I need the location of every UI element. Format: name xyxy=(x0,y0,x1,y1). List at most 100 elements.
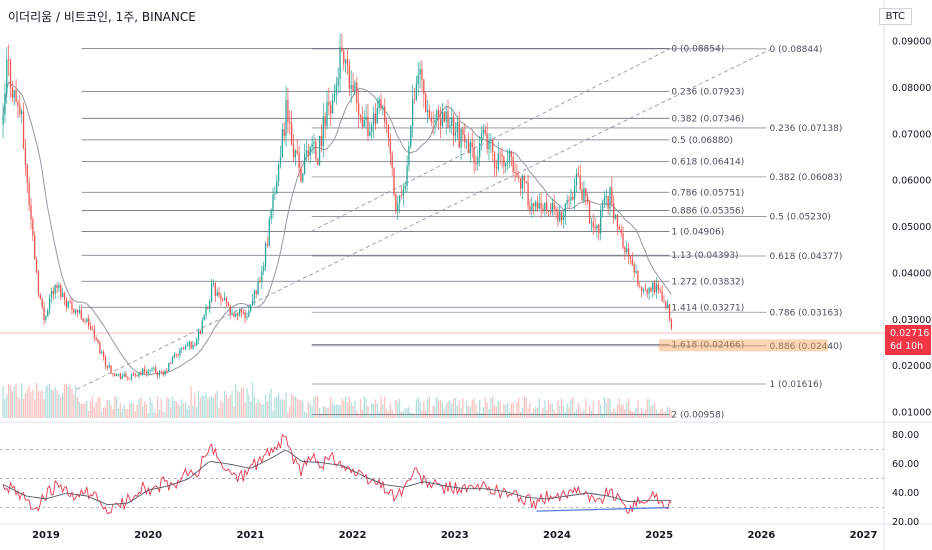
candle-body xyxy=(344,59,347,63)
volume-bar xyxy=(495,406,498,418)
candle-body xyxy=(339,47,341,79)
candle-body xyxy=(164,370,166,375)
volume-bar xyxy=(572,397,574,418)
candle-body xyxy=(393,168,395,195)
volume-bar xyxy=(579,406,581,418)
volume-bar xyxy=(640,408,643,418)
volume-bar xyxy=(134,411,136,418)
volume-bar xyxy=(300,399,302,418)
candle-body xyxy=(533,203,535,207)
candle-body xyxy=(22,111,25,149)
candle-body xyxy=(248,310,250,317)
volume-bar xyxy=(384,396,386,418)
volume-bar xyxy=(657,413,660,418)
candle-body xyxy=(125,373,127,378)
volume-bar xyxy=(257,398,259,418)
candle-body xyxy=(538,202,540,209)
volume-bar xyxy=(531,412,533,418)
volume-bar xyxy=(317,396,319,418)
candle-body xyxy=(17,101,19,106)
rsi-axis-label: 20.00 xyxy=(892,517,919,528)
candle-body xyxy=(222,299,224,301)
volume-bar xyxy=(52,390,54,418)
volume-bar xyxy=(668,408,671,418)
candle-body xyxy=(210,283,213,302)
candle-body xyxy=(246,316,248,318)
candle-body xyxy=(15,90,17,102)
candle-body xyxy=(417,74,419,85)
candle-body xyxy=(549,211,552,213)
candle-body xyxy=(570,196,572,201)
volume-bar xyxy=(479,399,481,418)
volume-bar xyxy=(406,408,408,418)
candle-body xyxy=(659,289,661,292)
price-axis-label: 0.09000 xyxy=(892,37,931,48)
target-zone-rect xyxy=(659,339,828,352)
volume-bar xyxy=(158,409,161,418)
volume-bar xyxy=(238,392,241,418)
volume-bar xyxy=(655,409,658,418)
candle-body xyxy=(553,203,555,210)
date-axis-label: 2025 xyxy=(645,530,673,541)
volume-bar xyxy=(499,401,501,418)
volume-bar xyxy=(231,391,233,418)
quote-currency-badge[interactable]: BTC xyxy=(878,8,912,25)
candle-body xyxy=(510,151,512,158)
candle-body xyxy=(32,219,34,236)
volume-bar xyxy=(611,412,613,418)
candle-body xyxy=(255,290,257,294)
volume-bar xyxy=(460,407,462,418)
candle-body xyxy=(4,93,6,115)
candle-body xyxy=(585,188,587,197)
candle-body xyxy=(633,264,635,273)
volume-bar xyxy=(207,398,209,418)
volume-bar xyxy=(363,396,365,418)
candle-body xyxy=(331,100,334,114)
candle-body xyxy=(235,313,237,317)
candle-body xyxy=(324,116,326,127)
volume-bar xyxy=(376,403,378,418)
candle-body xyxy=(397,203,399,212)
candle-body xyxy=(287,99,289,122)
volume-bar xyxy=(199,397,202,418)
candle-body xyxy=(616,215,619,228)
candle-body xyxy=(657,284,660,290)
candle-body xyxy=(190,342,192,349)
volume-bar xyxy=(505,405,507,418)
candle-body xyxy=(650,287,652,292)
volume-bar xyxy=(523,396,526,418)
volume-bar xyxy=(84,403,86,418)
volume-bar xyxy=(469,406,472,418)
volume-bar xyxy=(235,383,237,418)
candle-body xyxy=(544,202,546,211)
fib-label-left: 0.786 (0.05751) xyxy=(671,188,744,198)
trend-line-lower xyxy=(311,48,670,232)
candle-body xyxy=(365,116,367,120)
volume-bar xyxy=(197,390,200,418)
volume-bar xyxy=(382,404,384,418)
candle-body xyxy=(263,266,265,271)
candle-body xyxy=(60,284,62,297)
candle-body xyxy=(34,235,36,260)
candle-body xyxy=(482,129,485,134)
volume-bar xyxy=(583,410,585,418)
volume-bar xyxy=(250,401,252,418)
candle-body xyxy=(385,121,388,125)
candle-body xyxy=(639,285,641,287)
candle-body xyxy=(425,94,427,113)
volume-bar xyxy=(86,400,88,418)
volume-bar xyxy=(510,403,512,418)
volume-bar xyxy=(626,402,628,418)
candle-body xyxy=(149,369,151,371)
volume-bar xyxy=(190,385,192,418)
volume-bar xyxy=(218,408,220,418)
candle-body xyxy=(413,99,416,100)
candle-body xyxy=(588,202,591,224)
candle-body xyxy=(620,229,622,234)
candle-body xyxy=(519,177,522,189)
volume-bar xyxy=(417,396,419,418)
price-axis-label: 0.01000 xyxy=(892,408,931,419)
candle-body xyxy=(648,287,650,294)
volume-bar xyxy=(601,413,604,418)
